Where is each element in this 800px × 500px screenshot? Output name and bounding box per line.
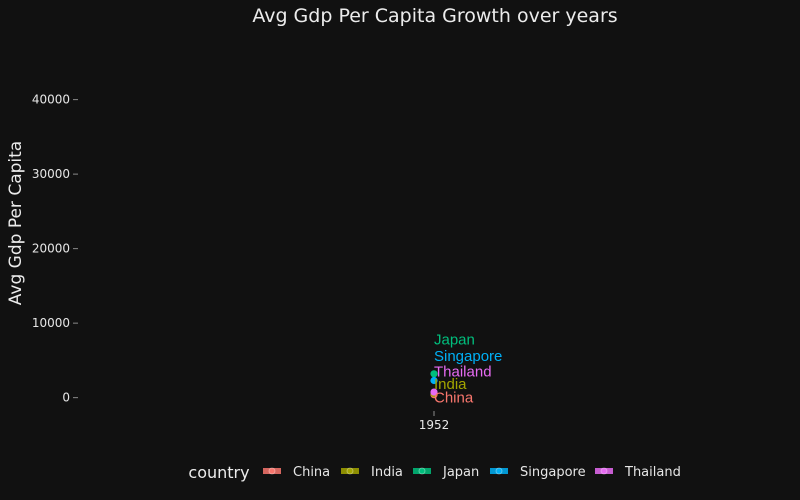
legend-label: India [371,465,403,480]
x-tick-label: 1952 [419,418,450,432]
label-india: India [434,376,467,393]
legend-item-thailand[interactable]: Thailand [595,465,681,480]
legend-items: China India Japan Singapore Thailand [263,465,681,480]
label-thailand: Thailand [434,364,492,381]
label-singapore: Singapore [434,348,502,365]
legend-item-japan[interactable]: Japan [413,465,479,480]
data-points [430,370,438,399]
y-tick-label: 0 [62,391,70,405]
legend-label: Singapore [520,465,586,480]
legend-item-china[interactable]: China [263,465,330,480]
legend-label: China [293,465,330,480]
legend-marker [268,467,276,475]
label-japan: Japan [434,332,475,349]
legend-label: Thailand [624,465,681,480]
point-thailand [430,388,438,396]
label-china: China [434,390,474,407]
legend-marker [346,467,354,475]
legend-marker [600,467,608,475]
point-singapore [430,376,438,385]
y-tick-label: 40000 [32,93,70,107]
point-japan [430,370,438,378]
y-axis: 0 10000 20000 30000 40000 [32,93,78,405]
legend-marker [418,467,426,475]
legend-item-singapore[interactable]: Singapore [490,465,586,480]
x-axis: 1952 [419,411,450,432]
legend-marker [495,467,503,475]
legend: country China India Japan Singapore Thailand [188,463,680,482]
y-tick-label: 30000 [32,167,70,181]
legend-title: country [188,463,249,482]
chart-title: Avg Gdp Per Capita Growth over years [252,5,617,27]
y-tick-label: 10000 [32,316,70,330]
legend-label: Japan [442,465,479,480]
legend-item-india[interactable]: India [341,465,403,480]
y-tick-label: 20000 [32,242,70,256]
y-axis-title: Avg Gdp Per Capita [6,141,26,305]
